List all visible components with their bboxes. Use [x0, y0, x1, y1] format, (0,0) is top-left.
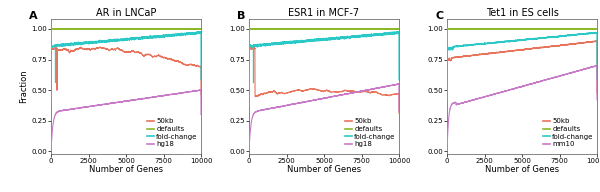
- Title: ESR1 in MCF-7: ESR1 in MCF-7: [289, 8, 359, 18]
- Text: B: B: [237, 11, 245, 21]
- X-axis label: Number of Genes: Number of Genes: [485, 165, 559, 174]
- Legend: 50kb, defaults, fold-change, hg18: 50kb, defaults, fold-change, hg18: [147, 118, 197, 147]
- Title: Tet1 in ES cells: Tet1 in ES cells: [485, 8, 559, 18]
- Text: A: A: [29, 11, 37, 21]
- Legend: 50kb, defaults, fold-change, hg18: 50kb, defaults, fold-change, hg18: [345, 118, 395, 147]
- X-axis label: Number of Genes: Number of Genes: [89, 165, 163, 174]
- Text: C: C: [435, 11, 443, 21]
- X-axis label: Number of Genes: Number of Genes: [287, 165, 361, 174]
- Title: AR in LNCaP: AR in LNCaP: [96, 8, 156, 18]
- Y-axis label: Fraction: Fraction: [19, 70, 28, 103]
- Legend: 50kb, defaults, fold-change, mm10: 50kb, defaults, fold-change, mm10: [543, 118, 593, 147]
